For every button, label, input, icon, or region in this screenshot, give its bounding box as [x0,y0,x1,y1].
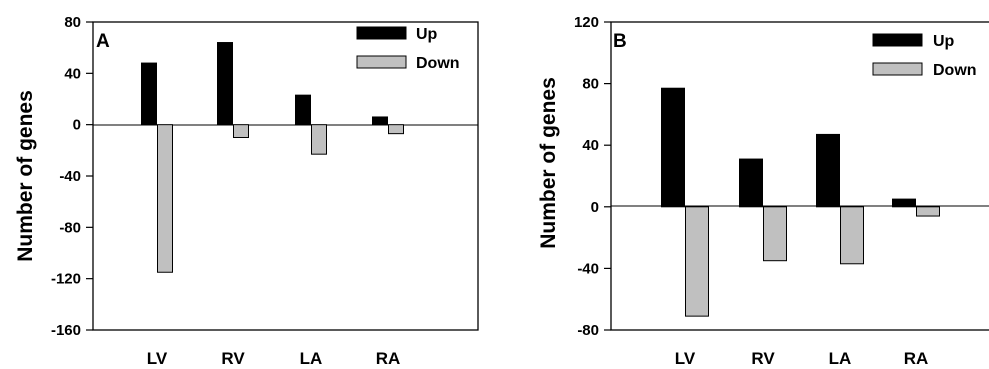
y-axis-ticks: 120 80 40 0 -40 -80 [574,14,611,339]
y-tick-label: -40 [577,260,599,277]
bar-down-lv [685,206,709,317]
bar-down-la [311,124,327,155]
x-category-label: LV [675,349,696,368]
legend-swatch-up [872,33,923,47]
legend-label-down: Down [416,55,460,72]
y-tick-label: -160 [51,322,81,339]
bar-up-rv [739,158,763,208]
y-axis-ticks: 80 40 0 -40 -80 -120 -160 [51,14,93,339]
legend-label-up: Up [416,26,438,43]
x-axis-categories: LV RV LA RA [147,349,401,368]
legend-label-down: Down [933,62,977,79]
bar-up-rv [217,42,233,126]
y-axis-label: Number of genes [14,90,37,262]
y-tick-label: 80 [582,76,599,93]
legend: Up Down [356,26,460,72]
bar-up-lv [661,87,685,208]
x-category-label: LA [300,349,323,368]
bar-up-la [295,94,311,126]
bars [141,42,404,273]
bar-down-ra [388,124,404,135]
plot-frame [610,21,989,331]
bar-up-ra [372,116,388,126]
bar-down-ra [916,206,940,217]
y-axis-label: Number of genes [537,77,560,249]
chart-panel-a: Number of genes A 80 40 0 -40 -80 -120 -160 LV… [14,14,479,368]
y-tick-label: 120 [574,14,599,31]
chart-panel-b: Number of genes B 120 80 40 0 -40 -80 LV RV LA R… [537,14,989,368]
y-tick-label: -120 [51,271,81,288]
x-axis-categories: LV RV LA RA [675,349,929,368]
legend-label-up: Up [933,33,955,50]
panel-label: A [96,31,110,52]
y-tick-label: 80 [64,14,81,31]
y-tick-label: -40 [59,168,81,185]
legend: Up Down [872,33,977,79]
y-tick-label: 40 [582,137,599,154]
legend-swatch-down [356,55,407,69]
y-tick-label: 0 [73,117,81,134]
bar-down-rv [233,124,249,138]
bar-up-ra [892,198,916,208]
legend-swatch-up [356,26,407,40]
y-tick-label: 0 [591,199,599,216]
x-category-label: RV [221,349,245,368]
bar-down-rv [763,206,787,262]
y-tick-label: -80 [577,322,599,339]
bar-up-la [816,133,840,208]
x-category-label: RA [904,349,929,368]
bar-down-lv [157,124,173,273]
x-category-label: LA [829,349,852,368]
bars [661,87,940,317]
x-category-label: LV [147,349,168,368]
bar-down-la [840,206,864,265]
bar-up-lv [141,62,157,126]
x-category-label: RV [751,349,775,368]
y-tick-label: -80 [59,219,81,236]
legend-swatch-down [872,62,923,76]
x-category-label: RA [376,349,401,368]
panel-label: B [613,31,627,52]
y-tick-label: 40 [64,65,81,82]
